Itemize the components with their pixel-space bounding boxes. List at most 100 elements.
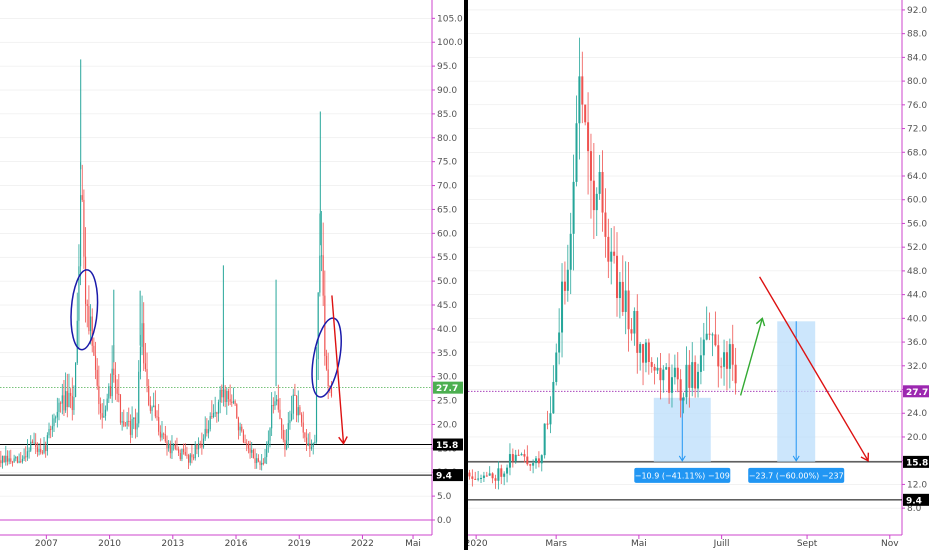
measure-label: −23.7 (−60.00%) −237 bbox=[749, 471, 844, 480]
candle-body bbox=[119, 394, 122, 423]
y-tick-label: 0.0 bbox=[437, 516, 452, 526]
candle-body bbox=[211, 416, 213, 418]
candle-body bbox=[48, 428, 50, 436]
candle-body bbox=[581, 76, 584, 105]
candle-body bbox=[697, 371, 700, 389]
candle-body bbox=[607, 236, 610, 262]
candle-body bbox=[30, 441, 32, 451]
x-tick-label: Mars bbox=[545, 539, 567, 549]
candle-body bbox=[477, 478, 480, 480]
candle-body bbox=[46, 435, 48, 452]
candle-body bbox=[566, 269, 569, 291]
candle-body bbox=[529, 464, 532, 466]
candle-body bbox=[104, 409, 107, 416]
x-tick-label: 2019 bbox=[288, 539, 311, 549]
candle-body bbox=[317, 292, 319, 360]
candle-body bbox=[262, 462, 264, 464]
y-tick-label: 52.0 bbox=[907, 243, 927, 253]
candle-body bbox=[86, 303, 88, 306]
x-tick-label: Mai bbox=[631, 539, 647, 549]
candle-body bbox=[174, 444, 176, 449]
candle-body bbox=[327, 369, 329, 387]
candle-body bbox=[53, 418, 55, 427]
candle-body bbox=[682, 397, 685, 401]
candle-body bbox=[81, 195, 83, 200]
candle-body bbox=[624, 290, 627, 312]
candle-body bbox=[734, 364, 737, 384]
candle-body bbox=[627, 290, 630, 330]
y-tick-label: 92.0 bbox=[907, 6, 927, 16]
candle-body bbox=[6, 455, 9, 462]
candle-body bbox=[212, 412, 215, 417]
annotation-arrow-head bbox=[755, 317, 766, 327]
x-tick-label: Nov bbox=[881, 539, 899, 549]
candle-body bbox=[688, 364, 691, 388]
candle-body bbox=[217, 402, 220, 414]
candle-body bbox=[659, 367, 662, 381]
candle-body bbox=[717, 345, 720, 367]
candle-body bbox=[287, 423, 289, 441]
level-badge bbox=[903, 455, 929, 468]
candle-body bbox=[178, 449, 180, 454]
candle-body bbox=[241, 426, 243, 431]
candle-body bbox=[569, 233, 572, 270]
candle-body bbox=[133, 417, 135, 420]
candle-body bbox=[136, 423, 138, 430]
candle-body bbox=[239, 426, 241, 431]
candle-body bbox=[679, 379, 682, 401]
candle-body bbox=[126, 420, 128, 426]
candle-body bbox=[269, 428, 271, 441]
candle-body bbox=[329, 386, 331, 388]
level-badge-label: 9.4 bbox=[906, 496, 922, 506]
candle-body bbox=[31, 441, 33, 444]
candle-body bbox=[56, 411, 58, 418]
candle-body bbox=[189, 454, 191, 463]
candle-body bbox=[68, 392, 70, 408]
candle-body bbox=[43, 445, 45, 453]
candle-body bbox=[244, 442, 246, 444]
candle-body bbox=[324, 295, 326, 356]
candle-body bbox=[291, 413, 293, 421]
y-tick-label: 88.0 bbox=[907, 30, 927, 40]
candle-body bbox=[91, 316, 93, 346]
candle-body bbox=[201, 444, 203, 448]
candle-body bbox=[143, 323, 145, 364]
y-tick-label: 50.0 bbox=[437, 277, 457, 287]
candle-body bbox=[694, 362, 697, 389]
candle-body bbox=[714, 334, 717, 346]
candle-body bbox=[13, 458, 15, 462]
candle-body bbox=[206, 428, 208, 434]
x-tick-label: 2020 bbox=[465, 539, 488, 549]
candle-body bbox=[705, 333, 708, 340]
candle-body bbox=[219, 389, 221, 403]
candle-body bbox=[665, 367, 668, 370]
candle-body bbox=[532, 463, 535, 466]
candle-body bbox=[199, 443, 201, 445]
candle-body bbox=[151, 406, 153, 411]
candle-body bbox=[537, 458, 540, 464]
candle-body bbox=[543, 423, 546, 456]
candle-body bbox=[146, 368, 148, 386]
candle-body bbox=[266, 445, 268, 458]
candle-body bbox=[96, 369, 98, 386]
candle-body bbox=[330, 387, 333, 397]
candle-body bbox=[70, 392, 72, 396]
measure-arrow-head bbox=[792, 455, 800, 462]
candle-body bbox=[154, 405, 156, 417]
candle-body bbox=[630, 329, 633, 334]
candle-body bbox=[296, 395, 298, 416]
candle-body bbox=[204, 428, 206, 439]
candle-body bbox=[171, 445, 173, 454]
candle-body bbox=[292, 394, 294, 414]
candle-body bbox=[231, 401, 233, 403]
annotation-arrow-head bbox=[338, 436, 348, 445]
candle-body bbox=[325, 355, 328, 370]
candle-body bbox=[720, 366, 723, 368]
x-tick-label: 2022 bbox=[351, 539, 374, 549]
candle-body bbox=[51, 426, 53, 430]
candle-body bbox=[282, 429, 284, 440]
candle-body bbox=[610, 251, 613, 262]
candle-body bbox=[506, 467, 509, 474]
candle-body bbox=[58, 402, 60, 412]
